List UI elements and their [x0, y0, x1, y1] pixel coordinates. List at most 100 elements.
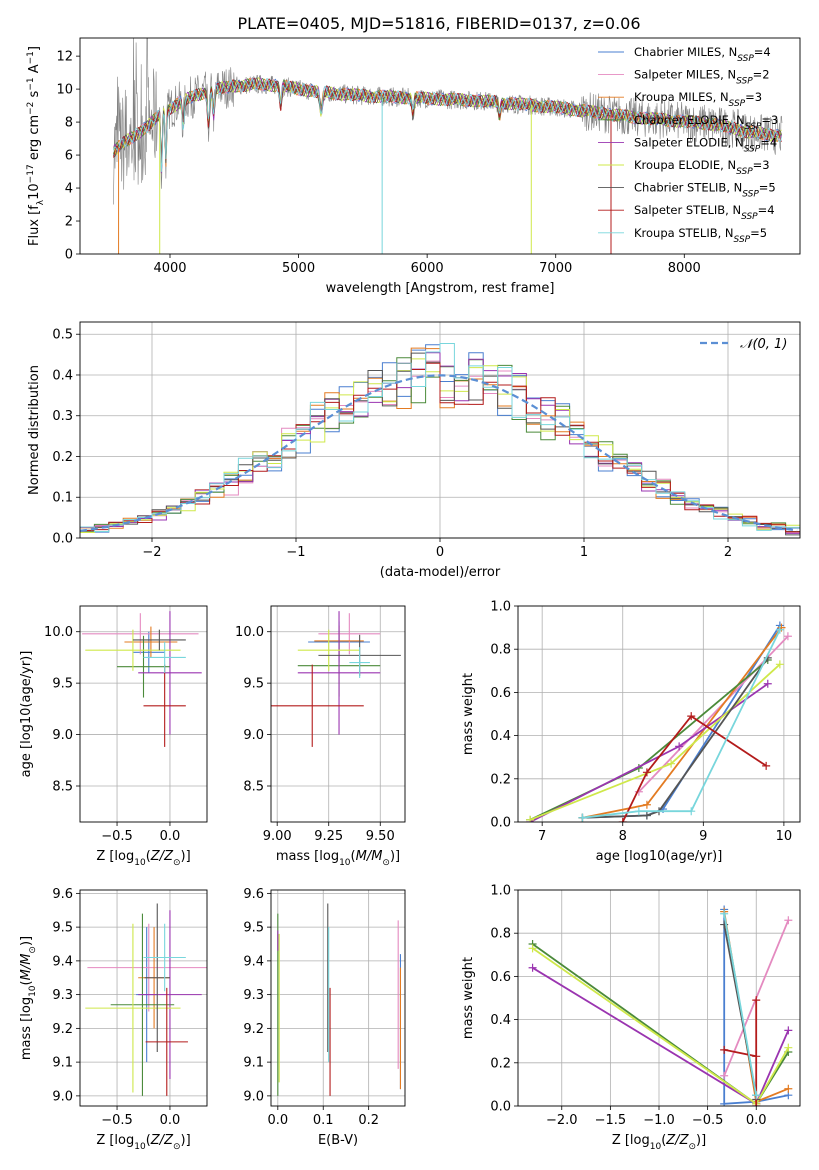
- x-tick-label: 9: [699, 829, 707, 844]
- x-tick-label: 9.00: [263, 829, 292, 844]
- errorbar-point-chabrier_miles: [132, 631, 165, 673]
- x-tick-label: 7: [538, 829, 546, 844]
- x-tick-label: 8000: [668, 261, 701, 276]
- data-point-salpeter_miles: [784, 916, 793, 925]
- plot-content: [80, 343, 800, 536]
- axes-frame: [79, 605, 208, 823]
- data-point-chabrier_stelib: [642, 811, 651, 820]
- data-point-kroupa_elodie: [528, 944, 537, 953]
- y-tick-label: 9.4: [243, 954, 264, 969]
- y-axis-label: Flux [fλ10−17 erg cm−2 s−1 A−1]: [26, 46, 46, 246]
- y-tick-label: 9.5: [243, 921, 264, 936]
- y-axis-label: mass weight: [461, 673, 476, 755]
- y-axis-label: Normed distribution: [27, 365, 42, 495]
- axes: −0.5 0.0 9.0 9.1 9.2 9.3 9.4 9.5 9.6 Z [log10(Z/Z…: [19, 887, 208, 1152]
- errorbar-point-salpeter_elodie: [138, 611, 202, 735]
- data-point-salpeter_miles: [720, 1071, 729, 1080]
- grid: [271, 890, 405, 1106]
- chart-mass_weight_vs_age: 7 8 9 10 0.0 0.2 0.4 0.6 0.8 1.0 age [log10(age/yr…: [461, 600, 801, 864]
- x-axis-label: Z [log10(Z/Z⊙)]: [96, 1133, 190, 1152]
- axes: 4000 5000 6000 7000 8000 0 2 4 6 8 10 12 wavelength …: [26, 37, 801, 296]
- legend-label: Kroupa MILES, NSSP=3: [634, 90, 762, 109]
- grid: [518, 889, 800, 1107]
- axes-frame: [270, 605, 406, 823]
- x-axis-label: mass [log10(M/M⊙)]: [276, 849, 400, 868]
- plot-area: [271, 606, 405, 822]
- y-tick-label: 0.4: [52, 368, 73, 383]
- normal-curve-line: [80, 374, 798, 532]
- chart-panels: 4000 5000 6000 7000 8000024681012wavelength …: [19, 37, 801, 1152]
- data-point-salpeter_elodie: [528, 963, 537, 972]
- y-tick-label: 8: [65, 116, 73, 131]
- y-tick-label: 8.5: [243, 780, 264, 795]
- x-axis-label: (data-model)/error: [380, 565, 501, 580]
- x-tick-label: 9.50: [366, 829, 395, 844]
- legend-label: Chabrier ELODIE, NSSP=3: [634, 113, 778, 132]
- y-tick-label: 9.6: [243, 887, 264, 902]
- x-tick-label: 0.0: [746, 1113, 767, 1128]
- histogram-salpeter_elodie: [80, 352, 800, 534]
- data-point-salpeter_stelib: [752, 1052, 761, 1061]
- series-line-kroupa_stelib: [723, 913, 758, 1096]
- y-tick-label: 9.0: [52, 728, 73, 743]
- data-point-chabrier_miles: [720, 1099, 729, 1106]
- errorbar-point-chabrier_elodie: [110, 913, 175, 1096]
- chart-age_vs_mass: 9.00 9.25 9.50 8.5 9.0 9.5 10.0 mass [log10(M/M…: [235, 605, 406, 868]
- x-tick-label: −0.5: [101, 1113, 133, 1128]
- y-tick-label: 12: [56, 50, 73, 65]
- y-axis-label: mass weight: [461, 957, 476, 1039]
- y-tick-label: 0.4: [490, 729, 511, 744]
- x-tick-label: 8: [619, 829, 627, 844]
- errorbar-point-salpeter_elodie: [297, 611, 381, 735]
- data-point-kroupa_miles: [784, 1084, 793, 1093]
- chart-mass_vs_ebv: 0.0 0.1 0.2 9.0 9.1 9.2 9.3 9.4 9.5 9.6 E(B-V): [243, 887, 406, 1148]
- legend: Chabrier MILES, NSSP=4 Salpeter MILES, NS…: [598, 45, 778, 245]
- axes-frame: [517, 605, 801, 823]
- legend-label: Kroupa ELODIE, NSSP=3: [634, 158, 770, 177]
- x-tick-label: −1: [286, 545, 305, 560]
- errorbar-point-kroupa_stelib: [143, 642, 186, 673]
- x-tick-label: 0.0: [160, 1113, 181, 1128]
- y-tick-label: 9.0: [243, 1089, 264, 1104]
- data-point-salpeter_stelib: [687, 712, 696, 721]
- series-line-kroupa_stelib: [582, 629, 781, 819]
- y-tick-label: 10.0: [235, 625, 264, 640]
- y-tick-label: 0: [65, 248, 73, 263]
- legend-label: Kroupa STELIB, NSSP=5: [634, 226, 767, 245]
- x-tick-label: −1.5: [595, 1113, 627, 1128]
- data-point-kroupa_stelib: [720, 909, 729, 918]
- x-tick-label: 0.1: [313, 1113, 334, 1128]
- errorbar-point-salpeter_elodie: [138, 910, 202, 1079]
- data-point-kroupa_elodie: [775, 660, 784, 669]
- plot-area: [80, 890, 207, 1106]
- chart-mass_weight_vs_Z: −2.0 −1.5 −1.0 −0.5 0.0 0.0 0.2 0.4 0.6 0.8 1.0 Z […: [461, 884, 801, 1152]
- axes: −0.5 0.0 8.5 9.0 9.5 10.0 Z [log10(Z/Z⊙)] age […: [19, 605, 208, 868]
- axes: 0.0 0.1 0.2 9.0 9.1 9.2 9.3 9.4 9.5 9.6 E(B-V): [243, 887, 406, 1148]
- y-tick-label: 9.1: [243, 1056, 264, 1071]
- y-tick-label: 0.6: [490, 686, 511, 701]
- series-line-chabrier_stelib: [582, 657, 769, 819]
- y-tick-label: 9.5: [52, 921, 73, 936]
- data-point-salpeter_stelib: [618, 818, 627, 822]
- x-tick-label: 0.2: [358, 1113, 379, 1128]
- histogram-salpeter_stelib: [80, 362, 800, 533]
- y-tick-label: 0.0: [490, 1100, 511, 1115]
- y-tick-label: 9.3: [243, 988, 264, 1003]
- y-tick-label: 10: [56, 83, 73, 98]
- plot-area: [271, 890, 405, 1106]
- data-point-kroupa_elodie: [526, 815, 535, 822]
- x-axis-label: Z [log10(Z/Z⊙)]: [96, 849, 190, 868]
- plot-area: [518, 606, 800, 822]
- y-tick-label: 10.0: [44, 625, 73, 640]
- data-point-kroupa_stelib: [752, 1091, 761, 1100]
- data-point-kroupa_stelib: [578, 813, 587, 822]
- plot-content: [526, 621, 792, 822]
- axes-frame: [79, 321, 801, 539]
- errorbar-point-salpeter_stelib: [271, 664, 364, 747]
- axes-frame: [517, 889, 801, 1107]
- data-point-salpeter_elodie: [784, 1026, 793, 1035]
- errorbar-point-chabrier_stelib: [144, 903, 170, 1052]
- x-tick-label: −2: [142, 545, 161, 560]
- y-tick-label: 2: [65, 215, 73, 230]
- plot-content: [277, 903, 402, 1096]
